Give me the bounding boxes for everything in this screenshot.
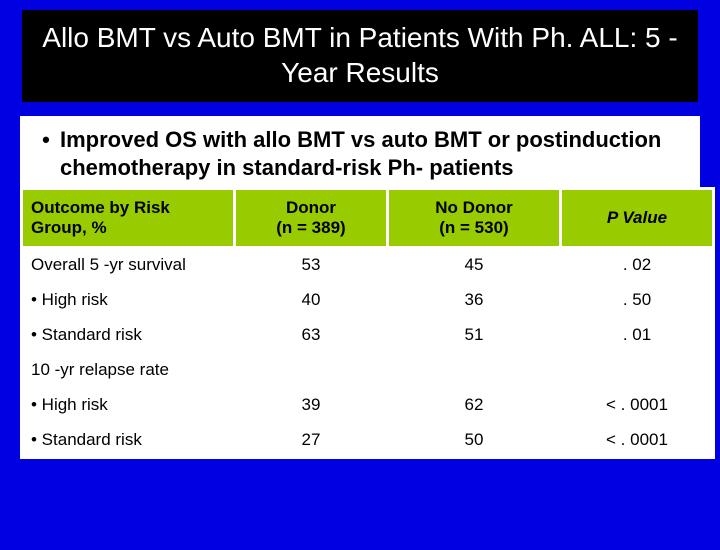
results-table: Outcome by Risk Group, % Donor (n = 389)…	[20, 187, 715, 459]
row-label: • Standard risk	[23, 424, 233, 456]
row-label: Overall 5 -yr survival	[23, 249, 233, 281]
cell-pvalue: < . 0001	[562, 424, 712, 456]
bullet-text: Improved OS with allo BMT vs auto BMT or…	[60, 126, 688, 181]
row-label: • High risk	[23, 284, 233, 316]
cell-pvalue: < . 0001	[562, 389, 712, 421]
col-header-outcome: Outcome by Risk Group, %	[23, 190, 233, 246]
row-label: • High risk	[23, 389, 233, 421]
cell-value: 45	[389, 249, 559, 281]
slide-title: Allo BMT vs Auto BMT in Patients With Ph…	[40, 20, 680, 90]
cell-pvalue: . 50	[562, 284, 712, 316]
cell-value: 36	[389, 284, 559, 316]
col-header-donor: Donor (n = 389)	[236, 190, 386, 246]
table-header-row: Outcome by Risk Group, % Donor (n = 389)…	[23, 190, 712, 246]
cell-pvalue: . 02	[562, 249, 712, 281]
cell-value: 27	[236, 424, 386, 456]
table-row: • High risk3962< . 0001	[23, 389, 712, 421]
table-row: • High risk4036. 50	[23, 284, 712, 316]
cell-value: 50	[389, 424, 559, 456]
cell-pvalue: . 01	[562, 319, 712, 351]
cell-value: 39	[236, 389, 386, 421]
col-header-pvalue: P Value	[562, 190, 712, 246]
col-header-nodonor: No Donor (n = 530)	[389, 190, 559, 246]
cell-value: 63	[236, 319, 386, 351]
slide-title-box: Allo BMT vs Auto BMT in Patients With Ph…	[22, 10, 698, 102]
table-body: Overall 5 -yr survival5345. 02• High ris…	[23, 249, 712, 456]
cell-value: 62	[389, 389, 559, 421]
cell-value: 53	[236, 249, 386, 281]
cell-value: 40	[236, 284, 386, 316]
row-label: • Standard risk	[23, 319, 233, 351]
table-row: • Standard risk6351. 01	[23, 319, 712, 351]
table-row: Overall 5 -yr survival5345. 02	[23, 249, 712, 281]
bullet-area: • Improved OS with allo BMT vs auto BMT …	[20, 116, 700, 187]
bullet-item: • Improved OS with allo BMT vs auto BMT …	[32, 126, 688, 181]
table-row: 10 -yr relapse rate	[23, 354, 712, 386]
section-label: 10 -yr relapse rate	[23, 354, 233, 386]
cell-value: 51	[389, 319, 559, 351]
table-row: • Standard risk2750< . 0001	[23, 424, 712, 456]
bullet-dot: •	[32, 126, 60, 181]
